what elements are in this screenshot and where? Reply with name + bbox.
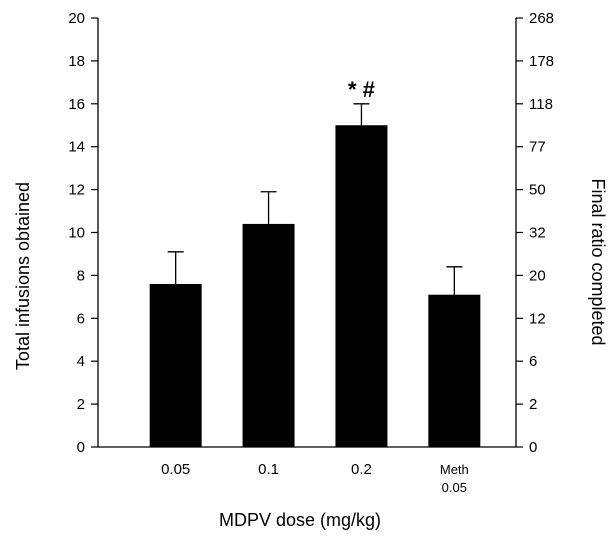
x-tick-label: Meth — [440, 462, 469, 477]
y-axis-title: Total infusions obtained — [13, 182, 33, 370]
y-tick-label: 16 — [68, 96, 85, 113]
y2-tick-label: 118 — [529, 96, 553, 113]
y-tick-label: 14 — [68, 139, 85, 156]
y2-tick-label: 20 — [529, 267, 546, 284]
annotations: * # — [348, 77, 375, 102]
bar — [149, 283, 202, 447]
y-tick-label: 18 — [68, 53, 85, 70]
significance-label: * # — [348, 77, 375, 102]
y-tick-label: 12 — [68, 182, 85, 199]
x-tick-label: 0.05 — [442, 480, 467, 495]
y2-tick-label: 2 — [529, 396, 537, 413]
y2-tick-label: 32 — [529, 225, 546, 242]
bar — [335, 125, 388, 447]
x-tick-label: 0.2 — [351, 461, 372, 478]
y-tick-label: 4 — [77, 353, 85, 370]
x-axis: 0.05 0.1 0.2 Meth 0.05 — [98, 446, 516, 495]
y-tick-label: 2 — [77, 396, 85, 413]
x-tick-label: 0.1 — [258, 461, 279, 478]
y2-axis-title: Final ratio completed — [588, 178, 608, 345]
y-tick-label: 8 — [77, 267, 85, 284]
y-tick-label: 0 — [77, 439, 85, 456]
bar — [428, 294, 481, 447]
y2-tick-label: 50 — [529, 182, 546, 199]
y-tick-label: 6 — [77, 310, 85, 327]
bars — [149, 125, 481, 447]
y2-tick-label: 77 — [529, 139, 546, 156]
y-axis-left: 0 2 4 6 8 10 12 14 16 18 20 — [68, 10, 99, 456]
y-axis-right: 0 2 6 12 20 32 50 77 118 178 268 — [515, 10, 554, 456]
x-axis-title: MDPV dose (mg/kg) — [219, 510, 381, 530]
y2-tick-label: 268 — [529, 10, 554, 27]
y2-tick-label: 12 — [529, 310, 546, 327]
y2-tick-label: 0 — [529, 439, 537, 456]
y2-tick-label: 178 — [529, 53, 554, 70]
x-tick-label: 0.05 — [161, 461, 190, 478]
y2-tick-label: 6 — [529, 353, 537, 370]
y-tick-label: 10 — [68, 225, 85, 242]
bar — [242, 223, 295, 447]
error-bars — [167, 103, 463, 295]
y-tick-label: 20 — [68, 10, 85, 27]
